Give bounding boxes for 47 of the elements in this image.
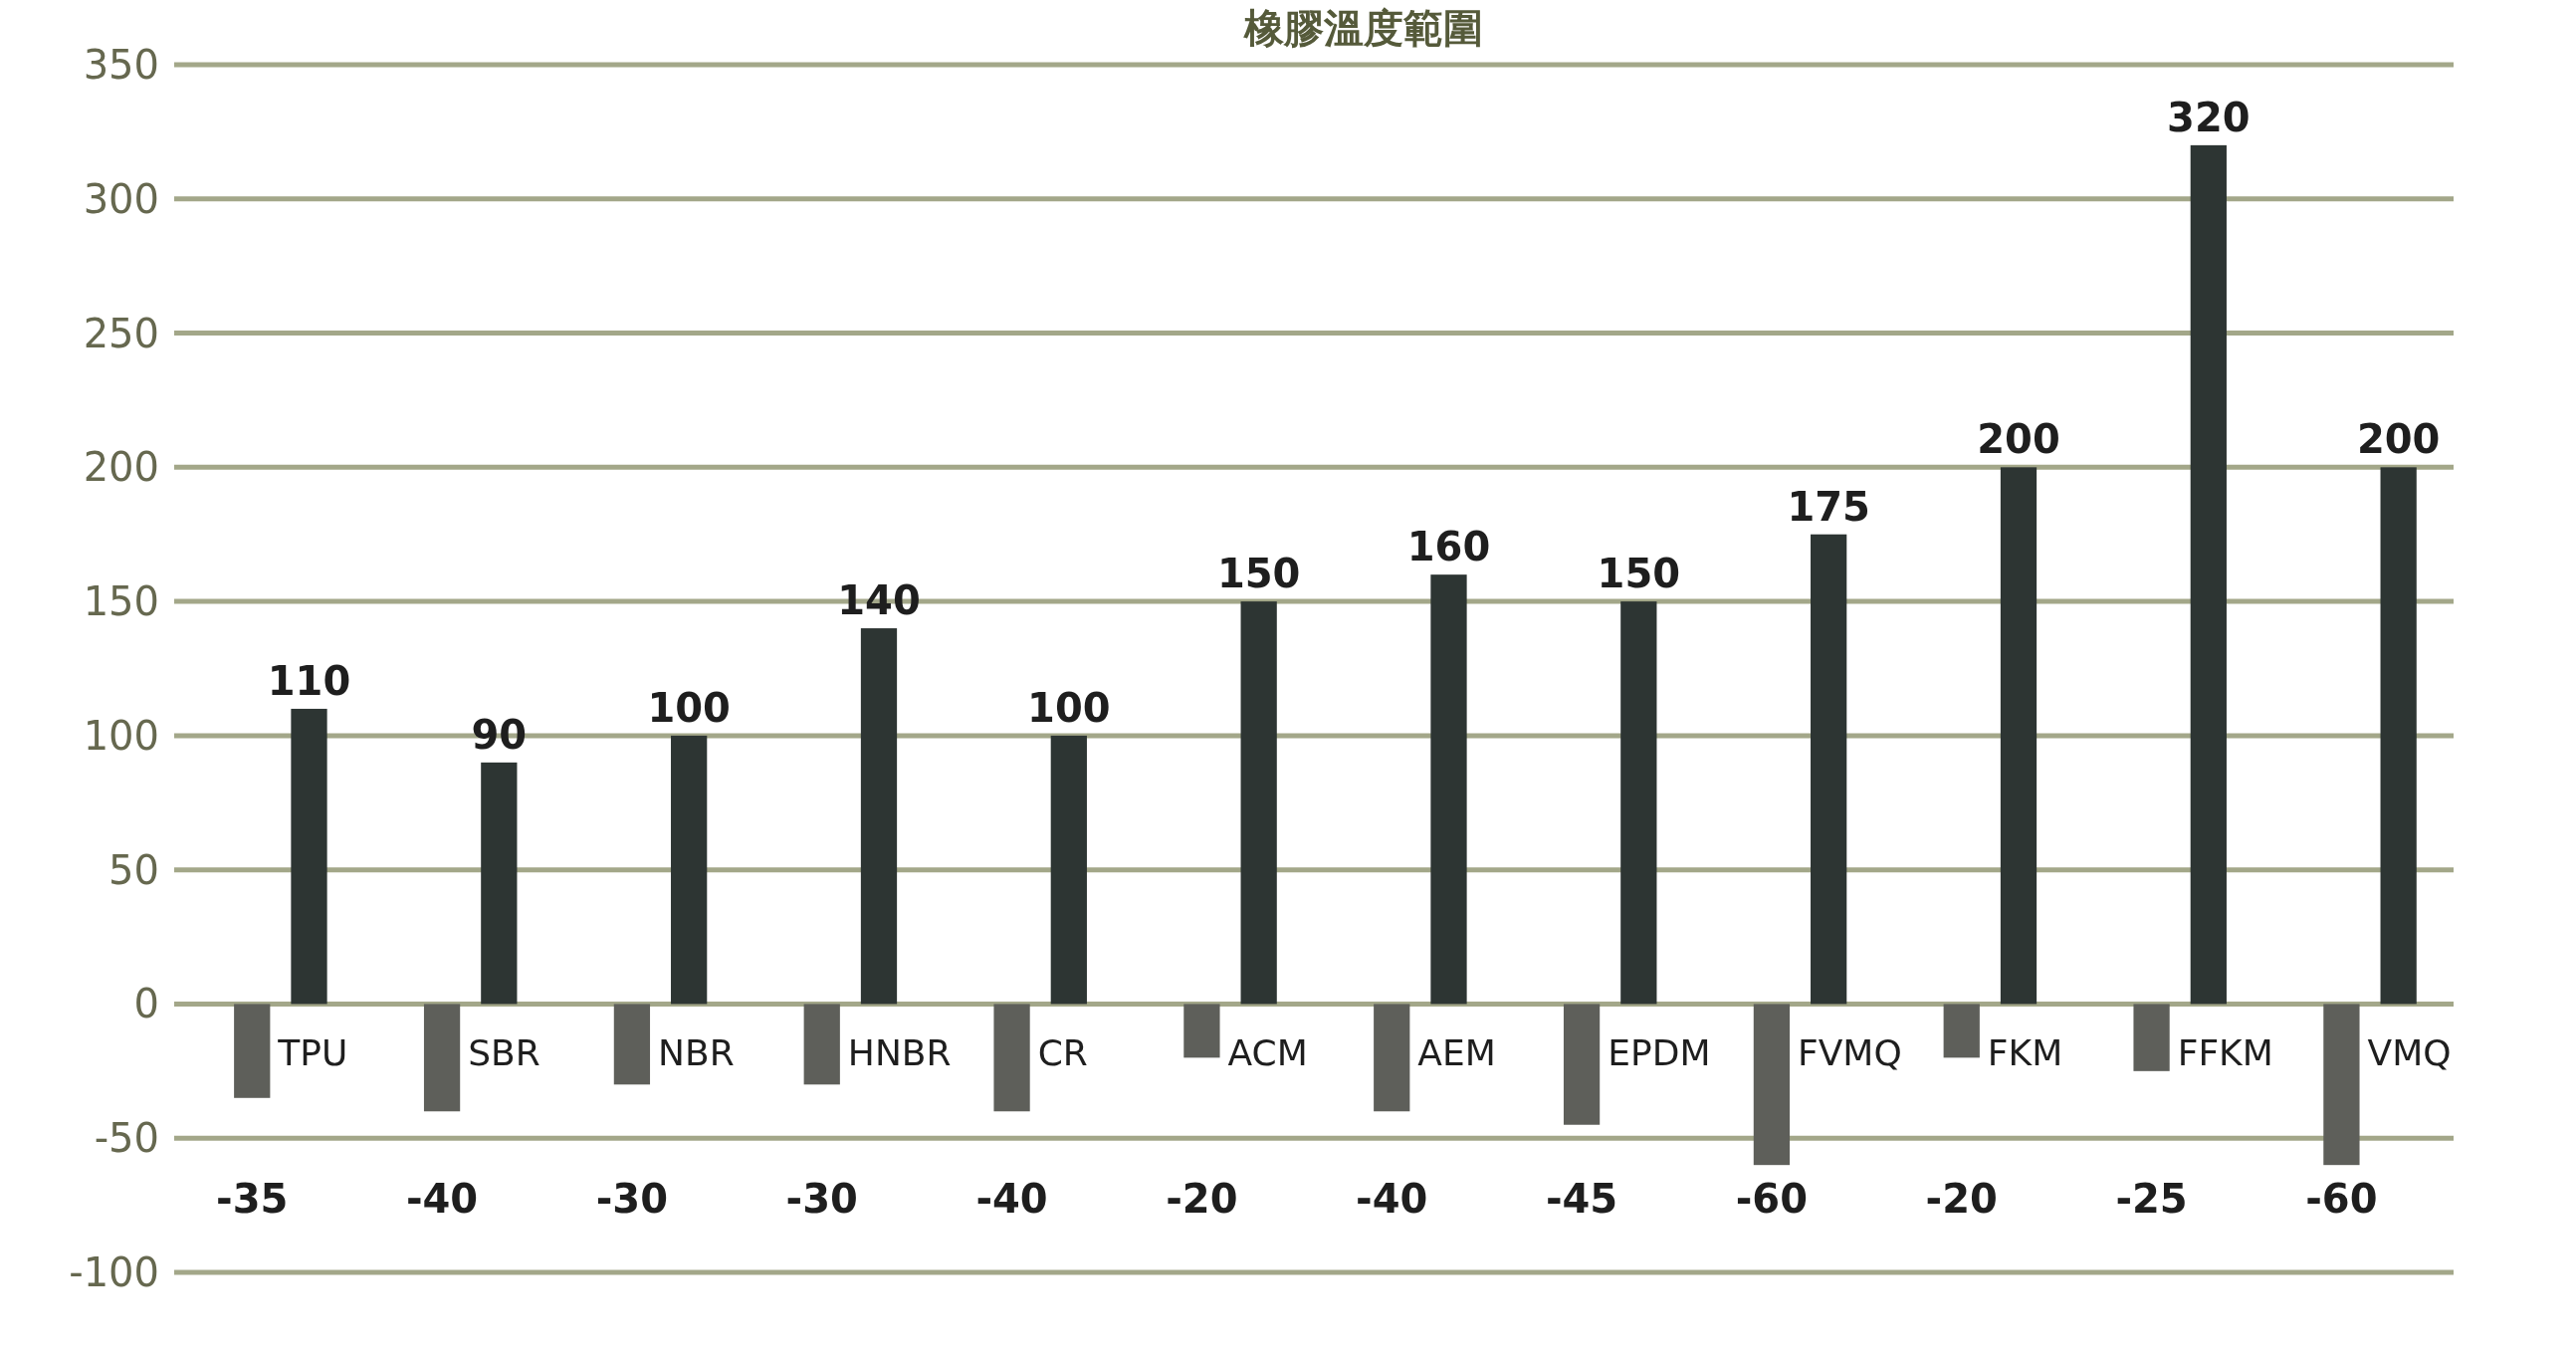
ytick-label: 150 <box>83 578 159 625</box>
ytick-label: 100 <box>83 712 159 759</box>
ytick-label: 350 <box>83 42 159 88</box>
title: 橡膠溫度範圍 <box>1244 5 1483 51</box>
data-label: -60 <box>1735 1176 1809 1223</box>
data-label: -40 <box>405 1176 479 1223</box>
ytick-label: -50 <box>94 1115 159 1162</box>
x-category: NBR <box>658 1032 735 1074</box>
x-category: FFKM <box>2177 1032 2273 1074</box>
data-label: 110 <box>267 657 351 704</box>
ytick-label: 50 <box>108 846 159 893</box>
data-label: 200 <box>2356 416 2441 463</box>
data-label: 175 <box>1787 483 1870 530</box>
data-label: -30 <box>595 1176 669 1223</box>
ytick-label: 0 <box>133 981 159 1027</box>
x-category: HNBR <box>847 1032 952 1074</box>
data-label: -20 <box>1166 1176 1238 1223</box>
data-label: -20 <box>1925 1176 1998 1223</box>
x-category: ACM <box>1227 1032 1308 1074</box>
x-category: FKM <box>1987 1032 2063 1074</box>
x-category: AEM <box>1417 1032 1496 1074</box>
data-label: 150 <box>1597 551 1681 597</box>
ytick-label: 200 <box>83 444 159 491</box>
data-label: -30 <box>785 1176 858 1223</box>
data-label: 150 <box>1216 551 1301 597</box>
data-label: -45 <box>1545 1176 1618 1223</box>
x-category: CR <box>1037 1032 1088 1074</box>
data-label: 90 <box>471 711 528 758</box>
data-label: 200 <box>1977 416 2060 463</box>
x-category: FVMQ <box>1798 1032 1902 1074</box>
ytick-label: 250 <box>83 310 159 356</box>
x-category: VMQ <box>2367 1032 2452 1074</box>
data-label: 100 <box>647 684 731 731</box>
data-label: 100 <box>1027 684 1111 731</box>
x-category: SBR <box>468 1032 540 1074</box>
ytick-label: -100 <box>69 1249 159 1295</box>
ytick-label: 300 <box>83 175 159 222</box>
x-category: EPDM <box>1608 1032 1711 1074</box>
data-label: -25 <box>2115 1176 2188 1223</box>
data-label: 320 <box>2167 94 2251 140</box>
data-label: 160 <box>1406 524 1491 570</box>
data-label: 140 <box>837 577 921 624</box>
data-label: -35 <box>216 1176 289 1223</box>
data-label: -40 <box>1356 1176 1428 1223</box>
data-label: -40 <box>975 1176 1048 1223</box>
data-label: -60 <box>2305 1176 2378 1223</box>
x-category: TPU <box>278 1032 348 1074</box>
